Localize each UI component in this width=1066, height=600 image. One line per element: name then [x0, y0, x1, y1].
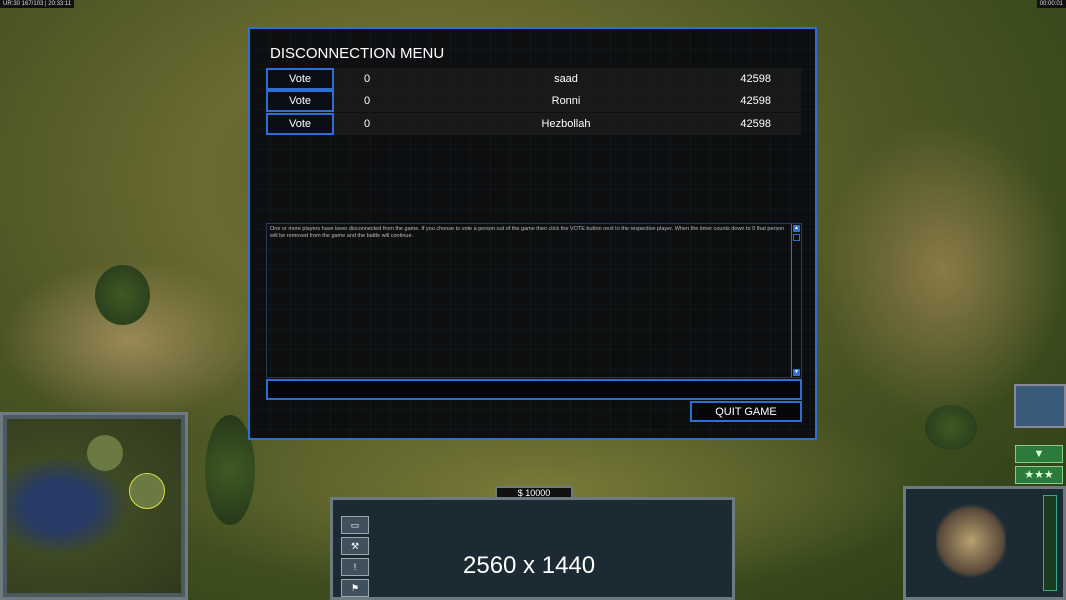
scroll-up-icon[interactable]: ▲: [793, 225, 800, 232]
player-row: Vote 0 Hezbollah 42598: [266, 113, 801, 135]
game-timer: 00:00:01: [1036, 0, 1066, 8]
vote-count: 0: [364, 118, 371, 130]
player-row: Vote 0 saad 42598: [266, 68, 801, 90]
tree: [95, 265, 150, 325]
alert-icon[interactable]: !: [341, 558, 369, 576]
satellite-icon[interactable]: [1014, 384, 1066, 428]
chat-input[interactable]: [266, 379, 802, 400]
terrain: [820, 120, 1066, 420]
player-ping: 42598: [740, 118, 771, 130]
player-name: saad: [554, 73, 578, 85]
message-box: One or more players have been disconnect…: [266, 223, 802, 378]
rank-button[interactable]: ★★★: [1015, 466, 1063, 484]
player-name: Hezbollah: [541, 118, 591, 130]
camera-view[interactable]: [129, 473, 165, 509]
collapse-button[interactable]: ▼: [1015, 445, 1063, 463]
vote-button[interactable]: Vote: [266, 90, 334, 112]
power-meter: [1043, 495, 1057, 591]
tree: [925, 405, 977, 450]
scrollbar[interactable]: ▲ ▼: [791, 224, 801, 377]
scroll-thumb[interactable]: [793, 234, 800, 241]
faction-panel: [903, 486, 1066, 600]
sign-icon[interactable]: ⚑: [341, 579, 369, 597]
faction-emblem-icon: [936, 501, 1006, 581]
vote-button[interactable]: Vote: [266, 113, 334, 135]
player-ping: 42598: [740, 73, 771, 85]
vote-button[interactable]: Vote: [266, 68, 334, 90]
disconnect-message: One or more players have been disconnect…: [270, 226, 785, 239]
player-name: Ronni: [551, 95, 581, 107]
scroll-down-icon[interactable]: ▼: [793, 369, 800, 376]
quit-game-button[interactable]: QUIT GAME: [690, 401, 802, 422]
resolution-overlay: 2560 x 1440: [463, 552, 596, 579]
tree: [205, 415, 255, 525]
window-icon[interactable]: ▭: [341, 516, 369, 534]
player-ping: 42598: [740, 95, 771, 107]
command-bar: ▭ ⚒ ! ⚑: [330, 497, 735, 600]
vote-count: 0: [364, 95, 371, 107]
wrench-icon[interactable]: ⚒: [341, 537, 369, 555]
map-region: [87, 435, 123, 471]
game-status: UR:30 167/103 | 20:33:11: [0, 0, 75, 8]
dialog-title: DISCONNECTION MENU: [270, 45, 445, 62]
player-row: Vote 0 Ronni 42598: [266, 90, 801, 112]
disconnection-dialog: DISCONNECTION MENU Vote 0 saad 42598 Vot…: [248, 27, 817, 440]
vote-count: 0: [364, 73, 371, 85]
minimap[interactable]: [0, 412, 188, 600]
